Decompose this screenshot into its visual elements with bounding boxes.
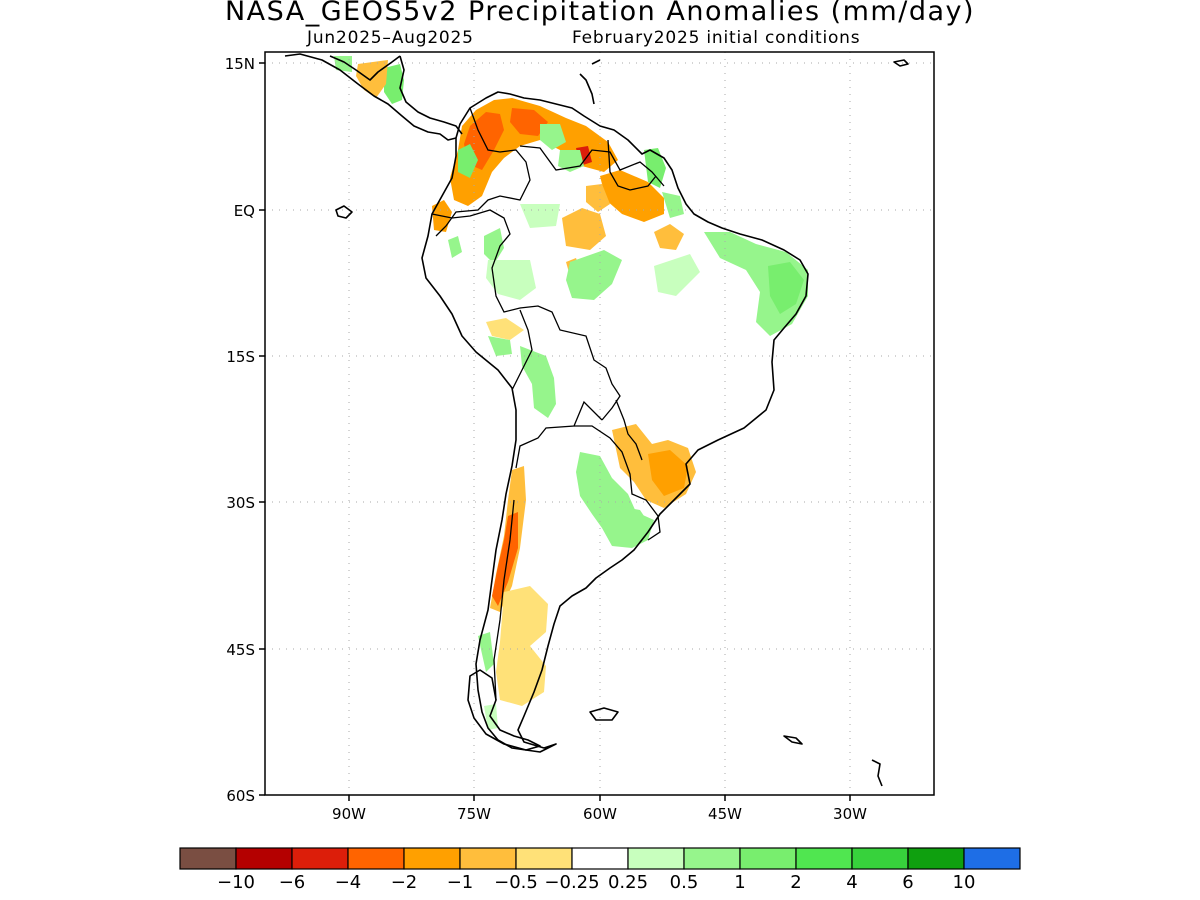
colorbar-label: 4	[846, 872, 857, 893]
anomaly-wet-guyana	[644, 148, 666, 188]
colorbar-swatch	[347, 847, 405, 870]
anomaly-strong-dry-chile	[492, 512, 518, 606]
colorbar-swatch	[515, 847, 573, 870]
anomaly-wet-patagonia	[478, 632, 494, 672]
anomaly-wet-amazon-3	[520, 204, 560, 228]
south-georgia	[783, 735, 803, 745]
colorbar-swatch	[179, 847, 237, 870]
colorbar-swatch	[459, 847, 517, 870]
colorbar-label: −1	[447, 872, 474, 893]
anomaly-light-dry-guyana	[586, 184, 610, 212]
anomaly-wet-bolivia	[488, 336, 512, 356]
anomaly-wet-bolivia-2	[520, 346, 556, 418]
lon-label: 30W	[833, 805, 867, 823]
anomaly-dry-amazon-3	[654, 224, 684, 250]
colorbar-label: −2	[391, 872, 418, 893]
map-grid	[265, 52, 934, 795]
galapagos	[335, 205, 353, 219]
sandwich-islands	[871, 759, 883, 787]
colorbar-label: 1	[734, 872, 745, 893]
lon-label: 90W	[332, 805, 366, 823]
falkland-islands	[589, 707, 619, 721]
colorbar-swatch	[291, 847, 349, 870]
trinidad	[579, 59, 601, 105]
colorbar-label: −0.5	[494, 872, 538, 893]
lat-label: EQ	[234, 202, 255, 220]
anomaly-wet-peru-2	[486, 260, 536, 300]
colorbar-swatch	[739, 847, 797, 870]
colorbar-swatch	[403, 847, 461, 870]
anomaly-wet-amazon-2	[654, 254, 700, 296]
initial-conditions: February2025 initial conditions	[572, 28, 861, 48]
anomaly-wet-venezuela	[540, 124, 566, 150]
lat-label: 15S	[226, 348, 255, 366]
colorbar-swatch	[963, 847, 1021, 870]
colorbar-label: −6	[279, 872, 306, 893]
lat-label: 60S	[226, 787, 255, 805]
longitude-labels: 90W 75W 60W 45W 30W	[332, 805, 867, 823]
anomaly-strong-dry-venezuela	[510, 108, 548, 136]
anomaly-wet-uruguay	[618, 506, 652, 542]
anomaly-wet-colombia	[458, 144, 478, 178]
colorbar-label: −0.25	[544, 872, 599, 893]
anomaly-wet-amazon	[566, 250, 622, 300]
anomaly-dry-amazon	[562, 208, 606, 250]
lon-label: 45W	[708, 805, 742, 823]
cayman-bahamas	[893, 59, 909, 67]
colorbar-swatch	[571, 847, 629, 870]
latitude-labels: 15N EQ 15S 30S 45S 60S	[225, 55, 255, 805]
tierra-del-fuego	[467, 669, 541, 751]
colorbar-label: 10	[953, 872, 976, 893]
colorbar-label: −4	[335, 872, 362, 893]
anomaly-wet-ecuador	[448, 236, 462, 258]
lon-label: 75W	[457, 805, 491, 823]
colorbar-swatch	[627, 847, 685, 870]
colorbar-swatch	[235, 847, 293, 870]
country-borders	[431, 107, 665, 701]
colorbar-label: 0.25	[608, 872, 648, 893]
anomaly-strong-dry-s-brazil	[648, 450, 688, 496]
colorbar-label: 2	[790, 872, 801, 893]
anomaly-wet-french-guiana	[662, 192, 684, 218]
colorbar-swatch	[851, 847, 909, 870]
anomaly-dry-bolivia	[486, 318, 524, 340]
colorbar-swatch	[795, 847, 853, 870]
anomaly-layer	[334, 56, 808, 730]
anomaly-wet-ne-brazil-2	[768, 262, 804, 314]
colorbar-swatch	[907, 847, 965, 870]
forecast-period: Jun2025–Aug2025	[307, 28, 474, 48]
colorbar	[179, 847, 1021, 870]
tick-marks	[259, 62, 851, 801]
map-title: NASA_GEOS5v2 Precipitation Anomalies (mm…	[224, 0, 976, 27]
lat-label: 45S	[226, 641, 255, 659]
anomaly-wet-peru	[484, 228, 504, 264]
colorbar-labels: −10 −6 −4 −2 −1 −0.5 −0.25 0.25 0.5 1 2 …	[217, 872, 975, 893]
colorbar-label: 6	[902, 872, 913, 893]
south-america-coast	[421, 91, 809, 753]
anomaly-wet-central-america	[384, 64, 404, 104]
lat-label: 15N	[225, 55, 255, 73]
coastlines	[284, 53, 909, 787]
colorbar-label: 0.5	[670, 872, 699, 893]
lat-label: 30S	[226, 494, 255, 512]
colorbar-swatch	[683, 847, 741, 870]
central-america-coast	[284, 53, 463, 141]
anomaly-dry-patagonia	[496, 586, 548, 706]
lon-label: 60W	[583, 805, 617, 823]
colorbar-label: −10	[217, 872, 255, 893]
